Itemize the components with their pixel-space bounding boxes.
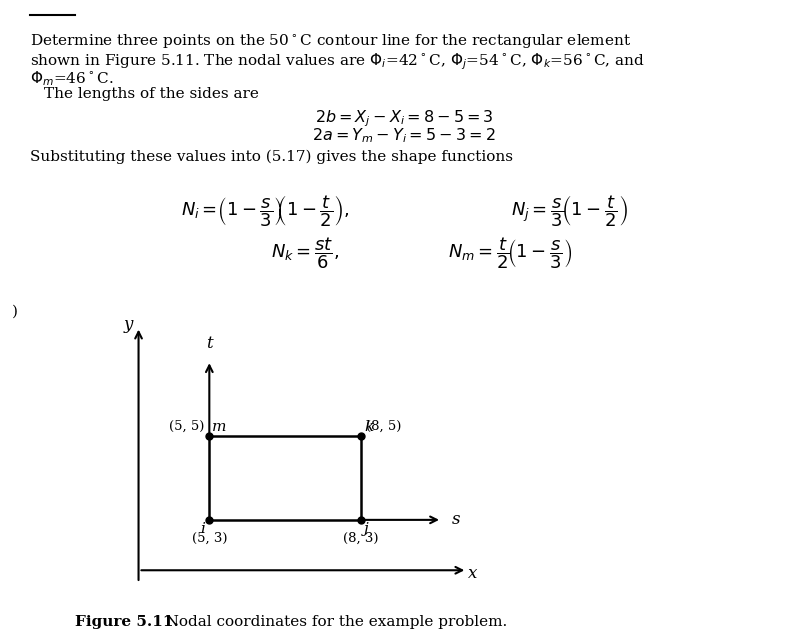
Text: shown in Figure 5.11. The nodal values are $\Phi_i$=42$^\circ$C, $\Phi_j$=54$^\c: shown in Figure 5.11. The nodal values a…: [30, 51, 645, 72]
Text: m: m: [212, 420, 227, 434]
Text: $N_m=\dfrac{t}{2}\!\left(1-\dfrac{s}{3}\right)$: $N_m=\dfrac{t}{2}\!\left(1-\dfrac{s}{3}\…: [448, 235, 572, 271]
Text: t: t: [206, 335, 213, 352]
Text: j: j: [364, 522, 369, 536]
Text: k: k: [364, 420, 373, 434]
Text: y: y: [124, 316, 133, 333]
Text: $2b=X_j-X_i=8-5=3$: $2b=X_j-X_i=8-5=3$: [315, 108, 493, 128]
Text: Determine three points on the 50$^\circ$C contour line for the rectangular eleme: Determine three points on the 50$^\circ$…: [30, 33, 631, 51]
Text: Nodal coordinates for the example problem.: Nodal coordinates for the example proble…: [151, 615, 507, 629]
Text: $N_i=\!\left(1-\dfrac{s}{3}\right)\!\!\left(1-\dfrac{t}{2}\right),$: $N_i=\!\left(1-\dfrac{s}{3}\right)\!\!\l…: [180, 193, 349, 229]
Text: $2a=Y_m-Y_i=5-3=2$: $2a=Y_m-Y_i=5-3=2$: [312, 126, 496, 144]
Text: $N_k=\dfrac{st}{6},$: $N_k=\dfrac{st}{6},$: [271, 235, 339, 271]
Text: (5, 3): (5, 3): [192, 532, 227, 544]
Text: (8, 3): (8, 3): [343, 532, 379, 544]
Text: $\Phi_m$=46$^\circ$C.: $\Phi_m$=46$^\circ$C.: [30, 69, 114, 88]
Text: Substituting these values into (5.17) gives the shape functions: Substituting these values into (5.17) gi…: [30, 150, 513, 164]
Text: x: x: [468, 565, 477, 582]
Text: The lengths of the sides are: The lengths of the sides are: [44, 87, 259, 101]
Text: (8, 5): (8, 5): [366, 420, 401, 433]
Text: s: s: [452, 511, 460, 528]
Text: $N_j=\dfrac{s}{3}\!\left(1-\dfrac{t}{2}\right)$: $N_j=\dfrac{s}{3}\!\left(1-\dfrac{t}{2}\…: [511, 193, 629, 229]
Text: ): ): [12, 305, 18, 319]
Text: (5, 5): (5, 5): [169, 420, 204, 433]
Text: i: i: [201, 522, 205, 536]
Text: Figure 5.11.: Figure 5.11.: [75, 615, 179, 629]
